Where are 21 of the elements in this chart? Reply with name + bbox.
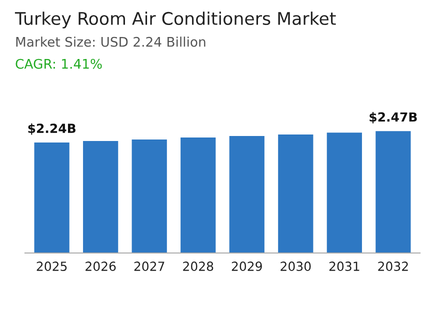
- x-tick-label: 2032: [378, 262, 408, 272]
- chart-subtitle: Market Size: USD 2.24 Billion: [16, 36, 206, 47]
- x-tick-label: 2027: [134, 262, 164, 272]
- x-tick-label: 2031: [329, 262, 360, 272]
- x-tick-label: 2028: [183, 262, 214, 272]
- bar: [34, 142, 70, 253]
- bar: [83, 140, 118, 253]
- bar: [326, 132, 362, 253]
- x-tick-label: 2025: [36, 262, 67, 272]
- x-tick-label: 2026: [86, 262, 116, 272]
- chart-title: Turkey Room Air Conditioners Market: [14, 12, 336, 28]
- x-tick-label: 2030: [280, 262, 311, 272]
- data-label: $2.47B: [370, 112, 417, 124]
- bar: [229, 136, 264, 253]
- x-tick-label: 2029: [232, 262, 262, 272]
- bar: [132, 139, 167, 253]
- data-label: $2.24B: [28, 123, 76, 135]
- bar: [278, 134, 314, 253]
- bar: [376, 131, 411, 253]
- text: CAGR: 1.41%: [16, 58, 102, 69]
- bar: [180, 138, 216, 253]
